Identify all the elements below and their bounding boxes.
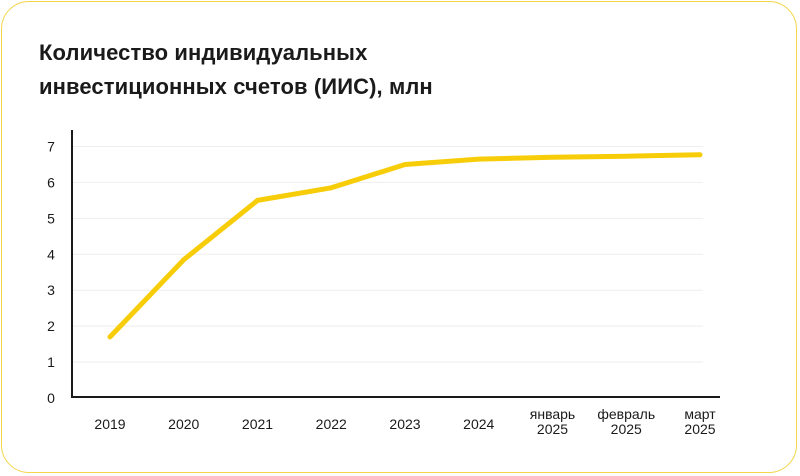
- series-group: [107, 152, 703, 340]
- x-tick-label: 2023: [389, 416, 420, 432]
- x-tick-label: 2020: [168, 416, 199, 432]
- chart-title-line-2: инвестиционных счетов (ИИС), млн: [39, 74, 433, 99]
- y-tick-label-2: 2: [47, 318, 55, 334]
- x-tick-label: 2021: [242, 416, 273, 432]
- chart-title-line-1: Количество индивидуальных: [39, 40, 368, 65]
- y-tick-label-0: 0: [47, 390, 55, 406]
- y-tick-label-6: 6: [47, 174, 55, 190]
- x-tick-label: 2024: [463, 416, 494, 432]
- x-tick-label: январь 2025: [530, 406, 575, 437]
- x-tick-label: 2019: [94, 416, 125, 432]
- y-tick-label-4: 4: [47, 246, 55, 262]
- y-axis-ticks: 0 1 2 3 4 5 6 7: [47, 139, 55, 407]
- y-tick-label-1: 1: [47, 354, 55, 370]
- series-line-0: [107, 152, 703, 340]
- y-tick-label-3: 3: [47, 282, 55, 298]
- grid-lines: [72, 146, 703, 363]
- x-tick-label: 2022: [316, 416, 347, 432]
- x-tick-label: март 2025: [684, 406, 716, 437]
- axes: [71, 130, 720, 398]
- y-tick-label-7: 7: [47, 139, 55, 155]
- chart-title: Количество индивидуальных инвестиционных…: [39, 36, 599, 104]
- x-tick-label: февраль 2025: [597, 406, 655, 437]
- x-axis-ticks: 2019 2020 2021 2022 2023 2024 январь 2025 феврал…: [94, 406, 716, 437]
- y-tick-label-5: 5: [47, 210, 55, 226]
